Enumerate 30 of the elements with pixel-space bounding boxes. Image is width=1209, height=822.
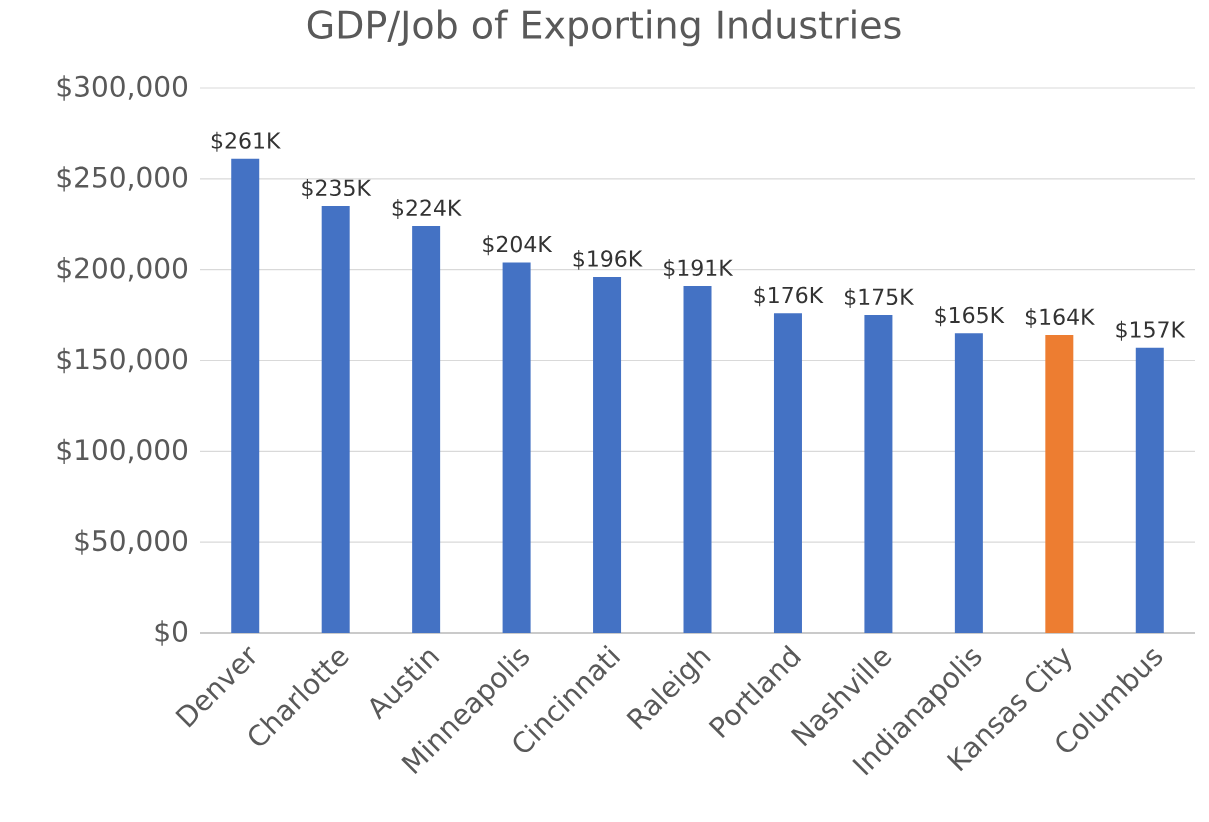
y-tick-label: $200,000 [57,256,188,283]
y-tick-label: $300,000 [57,75,188,101]
y-tick-label: $150,000 [57,347,188,374]
bar [1045,335,1074,633]
data-label: $165K [935,306,1005,327]
bar [864,315,893,633]
data-label: $176K [754,286,824,307]
y-tick-label: $100,000 [57,438,188,465]
data-label: $261K [211,131,281,152]
y-tick-label: $0 [155,620,188,646]
y-tick-label: $250,000 [57,166,188,192]
bar [502,262,531,633]
chart-title: GDP/Job of Exporting Industries [307,9,901,47]
bar [683,286,712,633]
bar [773,313,802,633]
data-label: $191K [664,258,734,279]
bar [593,276,622,633]
data-label: $196K [573,249,643,270]
bar [231,158,260,633]
y-tick-label: $50,000 [75,529,188,555]
data-label: $235K [302,179,372,199]
data-label: $224K [392,199,462,219]
bar [321,206,350,633]
bar [412,226,441,633]
data-label: $157K [1116,320,1186,341]
bar [954,333,983,633]
data-label: $204K [483,235,553,256]
bar [1135,347,1164,633]
data-label: $175K [845,288,915,308]
data-label: $164K [1025,308,1095,328]
